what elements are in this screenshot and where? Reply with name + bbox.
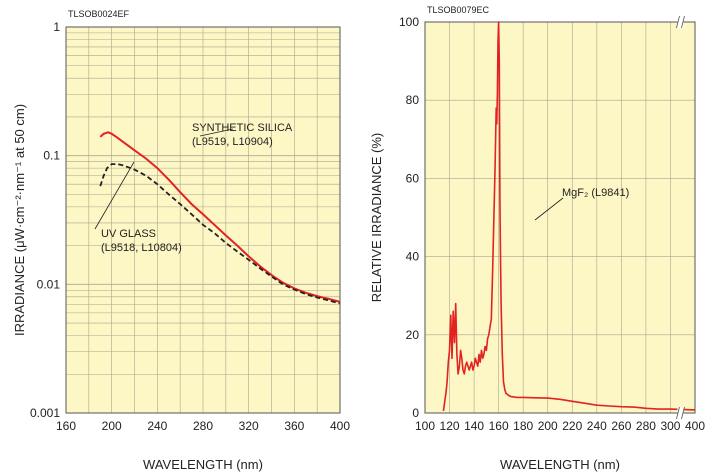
plot-frame-right (424, 21, 696, 414)
axis-break-mark (676, 15, 680, 29)
plot-frame-left (65, 26, 341, 414)
x-tick-label: 320 (239, 419, 259, 433)
annotations-left: SYNTHETIC SILICA (L9519, L10904) UV GLAS… (94, 122, 293, 254)
label-uv-glass: UV GLASS (101, 228, 156, 240)
axis-break-mark (681, 15, 685, 29)
y-tick-label: 100 (399, 15, 419, 29)
axis-break-mark (676, 406, 680, 420)
grid-left (65, 27, 341, 414)
y-tick-label: 60 (406, 171, 420, 185)
y-tick-label: 0.1 (43, 149, 60, 163)
x-tick-label: 200 (538, 419, 558, 433)
x-axis-title-right: WAVELENGTH (nm) (500, 457, 620, 472)
x-tick-label: 300 (660, 419, 680, 433)
leader-mgf2 (534, 197, 564, 221)
label-uv-glass-models: (L9518, L10804) (101, 242, 182, 254)
y-tick-label: 0.001 (30, 406, 60, 420)
chart-irradiance: 160 200 240 280 320 360 400 0.001 0.01 0.1 1 TLSOB… (12, 9, 350, 472)
annotations-right: MgF₂ (L9841) (534, 187, 629, 221)
chart-code-left: TLSOB0024EF (68, 9, 130, 19)
leader-synthetic-silica (199, 128, 234, 137)
x-tick-label: 260 (611, 419, 631, 433)
x-tick-label: 180 (513, 419, 533, 433)
series-line (99, 163, 341, 305)
ticks-right: 100 120 140 160 180 200 220 240 260 280 300 400 0 20 4… (399, 15, 705, 433)
chart-relative-irradiance: 100 120 140 160 180 200 220 240 260 280 300 400 0 20 4… (369, 5, 705, 472)
lines-right (442, 21, 696, 412)
x-tick-label: 160 (489, 419, 509, 433)
x-tick-label: 160 (56, 419, 76, 433)
series-line (442, 21, 696, 412)
y-tick-label: 0 (412, 406, 419, 420)
x-tick-label: 360 (284, 419, 304, 433)
y-axis-title-right: RELATIVE IRRADIANCE (%) (369, 133, 384, 303)
x-tick-label: 200 (102, 419, 122, 433)
x-tick-label: 220 (562, 419, 582, 433)
y-tick-label: 1 (53, 20, 60, 34)
axis-break-gap (677, 407, 684, 419)
x-tick-label: 280 (193, 419, 213, 433)
lines-left (99, 131, 341, 305)
label-synthetic-silica-models: (L9519, L10904) (192, 136, 273, 148)
x-tick-label: 240 (147, 419, 167, 433)
leader-uv-glass (94, 161, 135, 230)
plot-area-right (425, 22, 695, 413)
chart-code-right: TLSOB0079EC (427, 5, 490, 15)
x-tick-label: 400 (330, 419, 350, 433)
x-tick-label: 100 (415, 419, 435, 433)
x-tick-label: 120 (440, 419, 460, 433)
axis-break-marks (676, 15, 685, 420)
axis-break-mark (681, 406, 685, 420)
x-tick-label: 400 (685, 419, 705, 433)
series-line (99, 131, 341, 303)
y-tick-label: 80 (406, 93, 420, 107)
y-tick-label: 20 (406, 328, 420, 342)
label-synthetic-silica: SYNTHETIC SILICA (192, 122, 293, 134)
x-axis-title-left: WAVELENGTH (nm) (143, 457, 263, 472)
y-axis-title-left: IRRADIANCE (μW·cm⁻²·nm⁻¹ at 50 cm) (12, 104, 27, 336)
x-tick-label: 240 (587, 419, 607, 433)
x-tick-label: 280 (636, 419, 656, 433)
y-tick-label: 0.01 (37, 277, 61, 291)
x-tick-label: 140 (464, 419, 484, 433)
y-tick-label: 40 (406, 250, 420, 264)
label-mgf2: MgF₂ (L9841) (562, 187, 629, 199)
axis-break-gap (677, 16, 684, 28)
ticks-left: 160 200 240 280 320 360 400 0.001 0.01 0.1 1 (30, 20, 350, 433)
